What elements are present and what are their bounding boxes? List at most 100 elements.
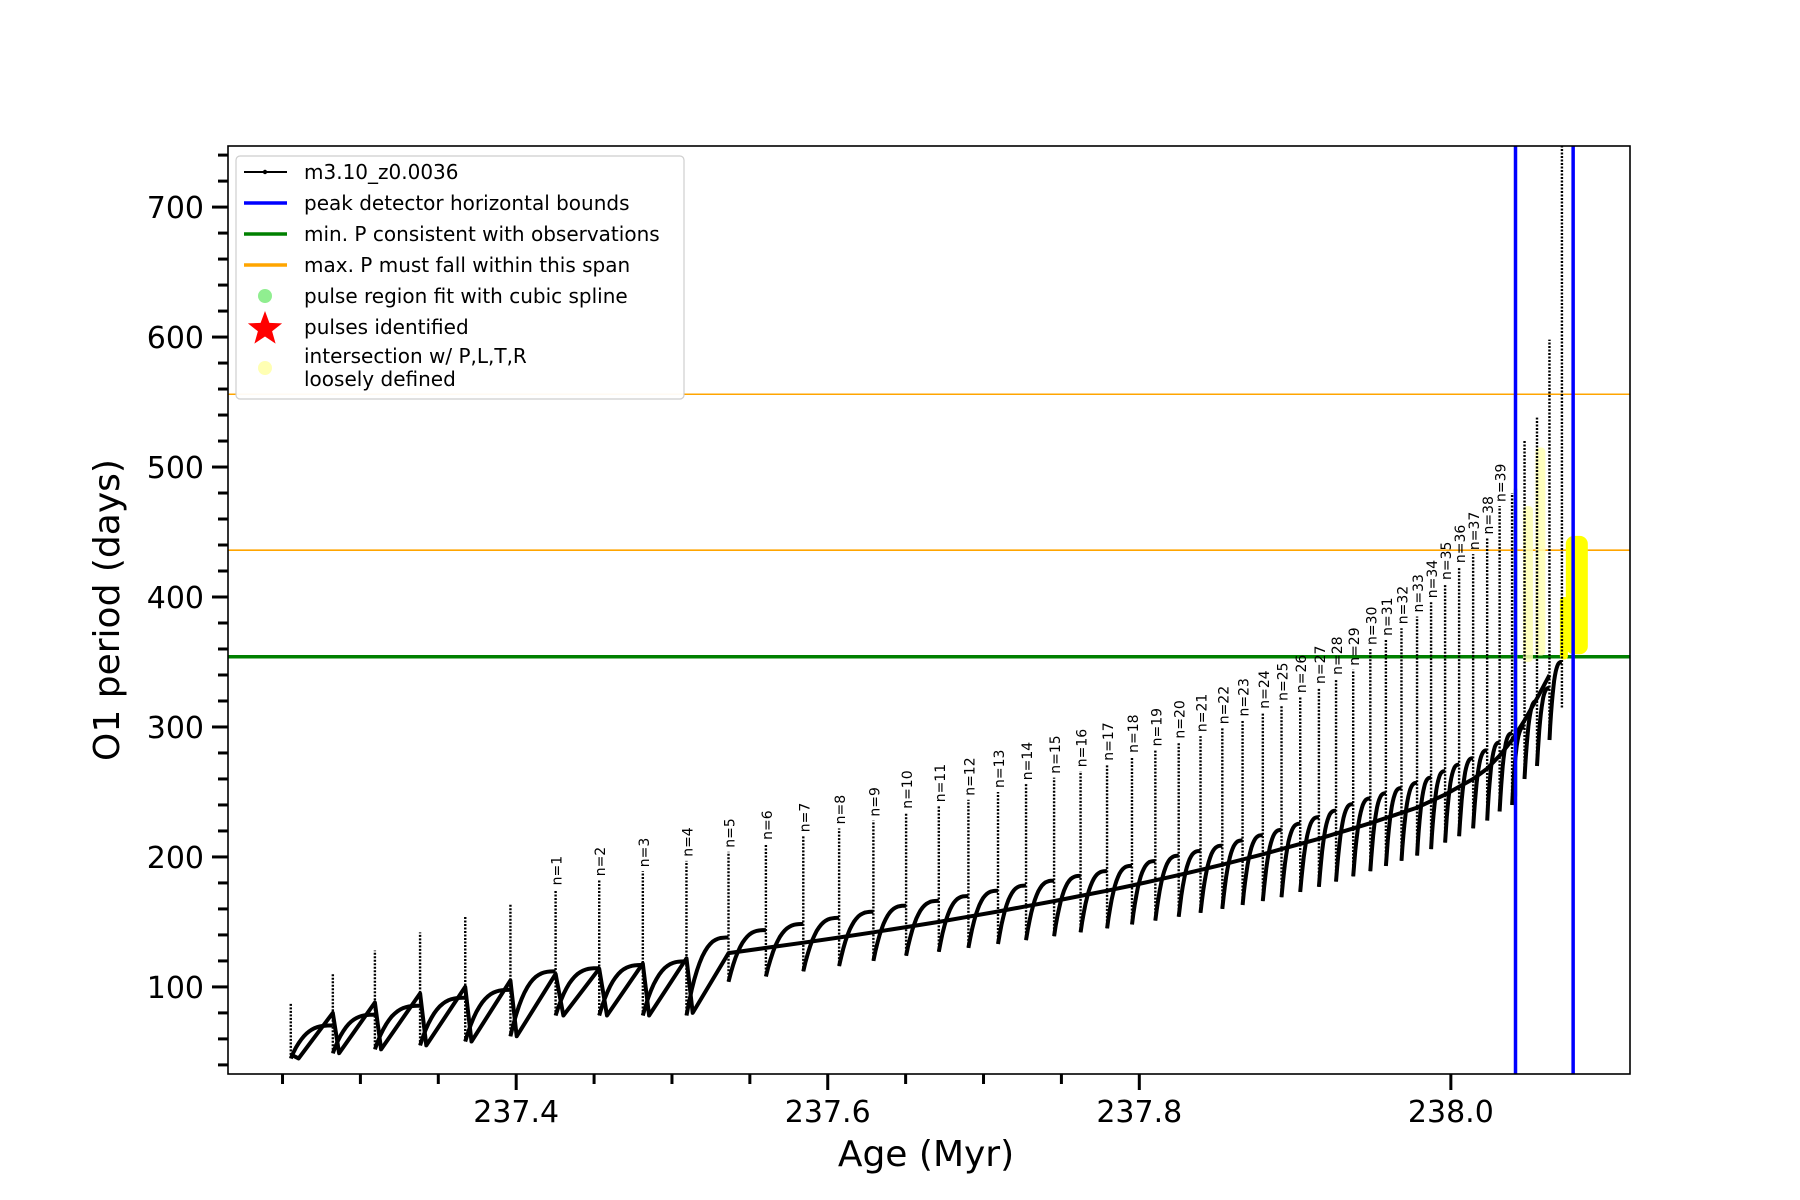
recovery-curve-47: [1535, 686, 1550, 767]
x-axis-title: Age (Myr): [838, 1134, 1014, 1175]
legend-item-3: max. P must fall within this span: [244, 253, 630, 277]
pulse-label-n29: n=29: [1347, 627, 1363, 665]
recovery-curve-42: [1471, 748, 1488, 829]
recovery-curve-37: [1399, 780, 1418, 861]
pulse-label-n27: n=27: [1313, 646, 1329, 684]
pulse-label-n31: n=31: [1380, 597, 1396, 635]
recovery-curve-4: [463, 987, 511, 1043]
legend-item-4: pulse region fit with cubic spline: [258, 284, 628, 308]
y-tick-label-600: 600: [147, 321, 204, 356]
y-tick-label-700: 700: [147, 191, 204, 226]
yellow-intersection-region: [1565, 535, 1588, 655]
pulse-label-n11: n=11: [933, 764, 949, 802]
pulse-label-n12: n=12: [962, 757, 978, 795]
legend-label-line: min. P consistent with observations: [304, 222, 660, 246]
x-tick-label-1: 237.6: [785, 1095, 871, 1130]
recovery-curve-13: [837, 909, 874, 967]
pulse-label-n24: n=24: [1257, 670, 1273, 709]
y-axis-title: O1 period (days): [87, 459, 128, 761]
pulse-label-n13: n=13: [992, 750, 1008, 788]
legend-swatch-dot: [262, 169, 268, 175]
plot-frame: [227, 145, 1631, 1075]
legend-label: min. P consistent with observations: [304, 222, 660, 246]
recovery-curve-2: [373, 1003, 421, 1050]
legend-label-line: pulses identified: [304, 315, 469, 339]
legend-label: intersection w/ P,L,T,R loosely defined: [304, 344, 527, 391]
legend-label-line: peak detector horizontal bounds: [304, 191, 630, 215]
pulse-label-n9: n=9: [867, 787, 883, 817]
legend-label: max. P must fall within this span: [304, 253, 630, 277]
y-tick-label-500: 500: [147, 451, 204, 486]
recovery-curve-23: [1130, 859, 1156, 925]
series-m3-10: [288, 146, 1564, 1061]
recovery-curve-27: [1220, 838, 1243, 910]
pulse-label-n30: n=30: [1364, 607, 1380, 645]
recovery-curve-16: [936, 894, 969, 953]
legend-label-line: intersection w/ P,L,T,R: [304, 344, 527, 368]
pulse-label-n1: n=1: [550, 856, 566, 886]
recovery-curve-25: [1176, 849, 1201, 917]
recovery-curve-12: [801, 915, 840, 972]
pulse-label-n17: n=17: [1101, 722, 1117, 760]
recovery-curve-26: [1198, 843, 1223, 914]
legend-item-6: intersection w/ P,L,T,R loosely defined: [258, 344, 527, 391]
recovery-curve-36: [1383, 786, 1402, 867]
y-tick-label-300: 300: [147, 711, 204, 746]
recovery-curve-14: [871, 903, 907, 962]
recovery-curve-22: [1105, 863, 1133, 929]
legend-item-2: min. P consistent with observations: [244, 222, 660, 246]
pulse-label-n16: n=16: [1075, 729, 1091, 768]
legend-label: pulse region fit with cubic spline: [304, 284, 628, 308]
pulse-label-n6: n=6: [760, 810, 776, 840]
recovery-curve-46: [1522, 699, 1537, 780]
recovery-curve-40: [1443, 762, 1460, 843]
legend-label: pulses identified: [304, 315, 469, 339]
y-tick-label-400: 400: [147, 581, 204, 616]
legend-label: peak detector horizontal bounds: [304, 191, 630, 215]
y-tick-label-200: 200: [147, 841, 204, 876]
legend-box: [235, 155, 685, 400]
pulse-label-n32: n=32: [1396, 586, 1412, 624]
pulse-label-n34: n=34: [1425, 560, 1441, 599]
recovery-curve-24: [1153, 853, 1179, 921]
peak-bounds: [1513, 146, 1575, 1074]
pulse-label-n36: n=36: [1453, 525, 1469, 564]
legend-label-line: max. P must fall within this span: [304, 253, 630, 277]
recovery-curve-11: [763, 922, 804, 977]
recovery-curve-3: [418, 995, 466, 1047]
recovery-curve-34: [1351, 796, 1371, 877]
x-tick-label-0: 237.4: [473, 1095, 559, 1130]
pulse-label-n4: n=4: [681, 827, 697, 857]
pulse-label-n26: n=26: [1294, 655, 1310, 694]
pulse-label-n5: n=5: [723, 818, 739, 848]
legend-label-line: m3.10_z0.0036: [304, 160, 459, 184]
pulse-label-n38: n=38: [1481, 496, 1497, 534]
y-tick-label-100: 100: [147, 971, 204, 1006]
recovery-curve-20: [1052, 873, 1081, 937]
recovery-curve-31: [1298, 815, 1320, 893]
pulse-label-n25: n=25: [1276, 662, 1292, 700]
pulse-label-n20: n=20: [1173, 700, 1189, 738]
pulse-label-n7: n=7: [797, 803, 813, 833]
recovery-curve-10: [726, 928, 766, 983]
recovery-curve-33: [1334, 802, 1354, 882]
recovery-curve-21: [1078, 869, 1108, 933]
legend-label-line: pulse region fit with cubic spline: [304, 284, 628, 308]
recovery-curve-0: [288, 1023, 333, 1060]
pulse-label-n23: n=23: [1237, 678, 1253, 716]
axes: 100 200 300 400 500 600 700 237.4 237.6 237.8 238.…: [147, 153, 1494, 1130]
recovery-curve-48: [1547, 660, 1562, 741]
x-tick-label-2: 237.8: [1096, 1095, 1182, 1130]
recovery-curve-8: [640, 959, 687, 1017]
pulse-label-n22: n=22: [1216, 686, 1232, 724]
legend-swatch-dot: [258, 289, 272, 303]
recovery-curve-30: [1279, 821, 1301, 898]
legend-swatch-star: [247, 311, 283, 344]
recovery-curve-19: [1024, 878, 1055, 941]
recovery-curve-5: [508, 969, 556, 1037]
recovery-curve-15: [904, 898, 939, 957]
recovery-curve-1: [330, 1012, 375, 1054]
legend-item-5: pulses identified: [247, 311, 469, 344]
pulse-label-n3: n=3: [637, 838, 653, 868]
